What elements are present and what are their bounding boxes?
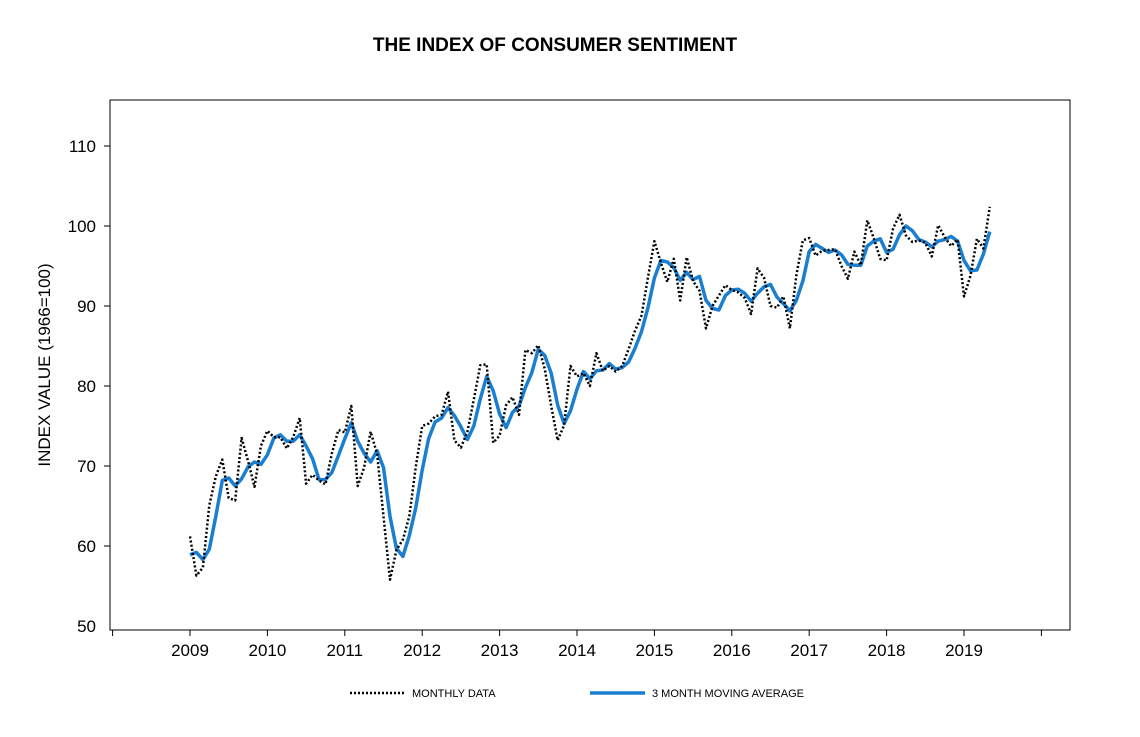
- y-tick-label: 80: [77, 377, 96, 396]
- x-tick-label: 2011: [327, 641, 364, 660]
- legend-monthly-label: MONTHLY DATA: [412, 688, 496, 700]
- x-axis: 2009 2010 2011 2012 2013 2014 2015 2016 2017 2018…: [112, 630, 1042, 660]
- y-tick-label: 100: [68, 217, 96, 236]
- y-axis-label: INDEX VALUE (1966=100): [35, 263, 54, 466]
- x-tick-label: 2015: [635, 641, 673, 660]
- y-tick-label: 90: [77, 297, 96, 316]
- y-axis: 50 60 70 80 90 100 110: [68, 137, 110, 636]
- legend: MONTHLY DATA 3 MONTH MOVING AVERAGE: [350, 688, 804, 700]
- y-tick-label: 50: [77, 617, 96, 636]
- chart-title: THE INDEX OF CONSUMER SENTIMENT: [373, 35, 738, 56]
- x-tick-label: 2014: [558, 641, 596, 660]
- x-tick-label: 2019: [945, 641, 983, 660]
- y-tick-label: 110: [69, 137, 96, 156]
- moving-average-line: [189, 224, 992, 562]
- y-tick-label: 60: [77, 537, 96, 556]
- plot-frame: [109, 99, 1071, 631]
- legend-ma-label: 3 MONTH MOVING AVERAGE: [652, 688, 804, 700]
- x-tick-label: 2012: [403, 641, 441, 660]
- x-tick-label: 2009: [171, 641, 209, 660]
- monthly-data-line: [188, 206, 992, 581]
- x-tick-label: 2018: [868, 641, 906, 660]
- x-tick-label: 2010: [248, 641, 286, 660]
- x-tick-label: 2016: [713, 641, 751, 660]
- series-lines: [188, 206, 992, 581]
- x-tick-label: 2017: [790, 641, 828, 660]
- x-tick-label: 2013: [481, 641, 519, 660]
- y-tick-label: 70: [77, 457, 96, 476]
